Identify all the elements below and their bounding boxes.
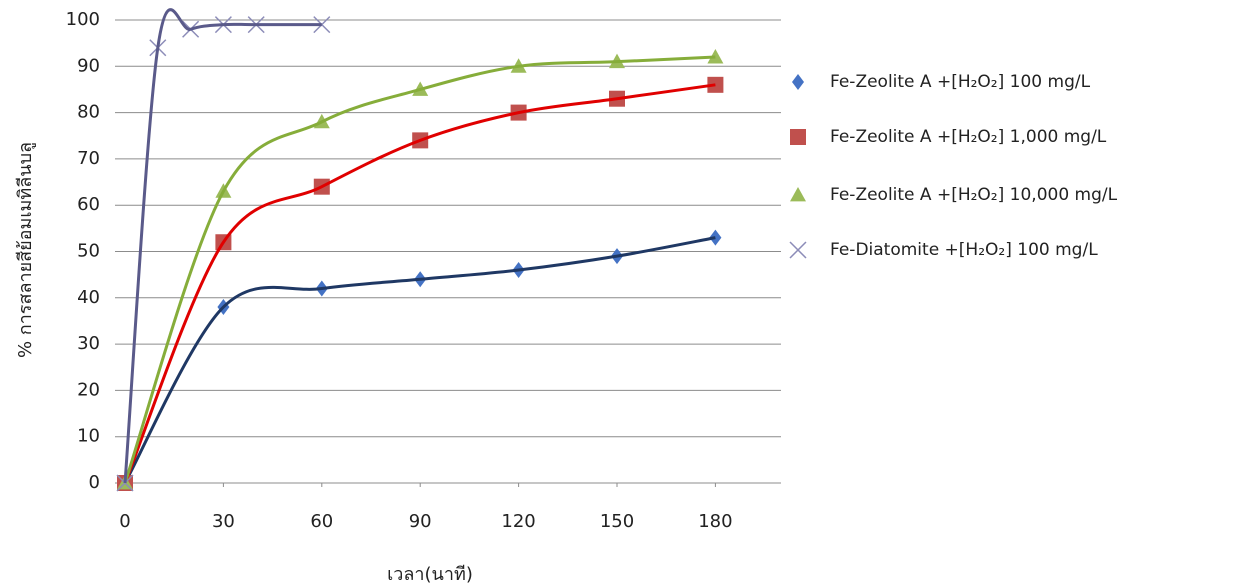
y-tick-label: 30 bbox=[77, 333, 100, 354]
legend-label: Fe-Zeolite A +[H₂O₂] 10,000 mg/L bbox=[830, 185, 1118, 205]
y-tick-label: 60 bbox=[77, 194, 100, 215]
x-tick-label: 150 bbox=[600, 511, 634, 532]
y-tick-label: 20 bbox=[77, 379, 100, 400]
legend-marker bbox=[790, 187, 806, 202]
legend-marker bbox=[789, 241, 807, 259]
y-axis-label: % การสลายสีย้อมเมทิลีนบลู bbox=[15, 142, 36, 358]
series-line bbox=[123, 236, 716, 484]
legend-marker bbox=[792, 74, 804, 90]
x-tick-label: 120 bbox=[501, 511, 535, 532]
y-tick-label: 70 bbox=[77, 148, 100, 169]
x-tick-label: 60 bbox=[310, 511, 333, 532]
x-tick-label: 30 bbox=[212, 511, 235, 532]
legend-label: Fe-Zeolite A +[H₂O₂] 1,000 mg/L bbox=[830, 127, 1107, 147]
y-tick-label: 0 bbox=[89, 472, 100, 493]
y-tick-label: 40 bbox=[77, 287, 100, 308]
series-line bbox=[123, 8, 322, 484]
x-axis-label: เวลา(นาที) bbox=[387, 564, 473, 585]
legend-label: Fe-Diatomite +[H₂O₂] 100 mg/L bbox=[830, 240, 1098, 260]
y-tick-label: 100 bbox=[66, 9, 100, 30]
y-tick-label: 80 bbox=[77, 102, 100, 123]
y-tick-label: 90 bbox=[77, 55, 100, 76]
x-tick-label: 0 bbox=[119, 511, 130, 532]
legend-marker bbox=[790, 129, 806, 145]
x-tick-label: 180 bbox=[698, 511, 732, 532]
marker bbox=[707, 49, 724, 64]
legend-label: Fe-Zeolite A +[H₂O₂] 100 mg/L bbox=[830, 72, 1091, 92]
y-tick-label: 50 bbox=[77, 241, 100, 262]
x-tick-label: 90 bbox=[409, 511, 432, 532]
y-tick-label: 10 bbox=[77, 426, 100, 447]
series-line bbox=[123, 55, 716, 484]
series-line bbox=[123, 83, 716, 484]
